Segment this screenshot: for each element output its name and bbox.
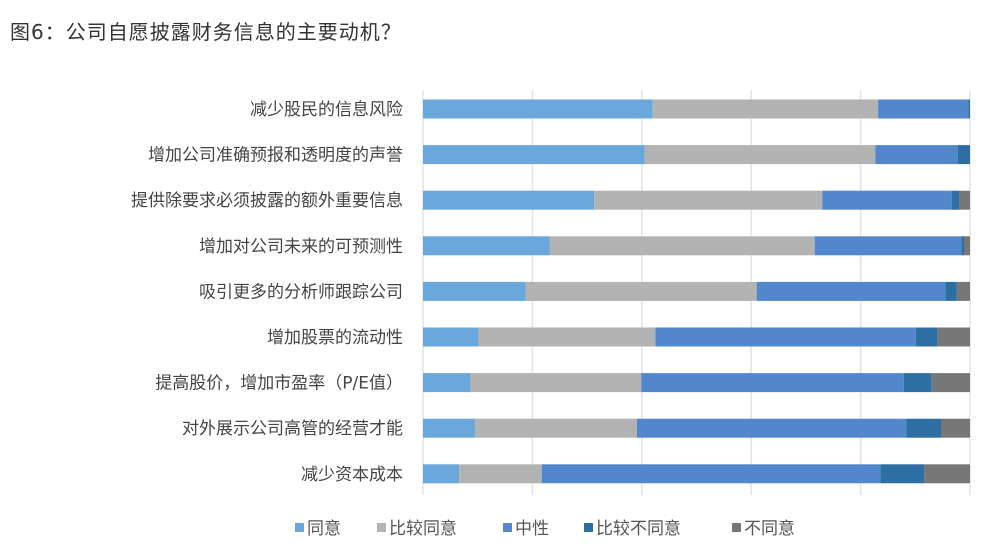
- bar-segment-2: [822, 190, 952, 210]
- bar-segment-0: [423, 281, 526, 301]
- bar-segment-3: [906, 418, 942, 438]
- bar-segment-1: [549, 236, 815, 256]
- bar-segment-0: [423, 418, 475, 438]
- category-label: 提高股价，增加市盈率（P/E值）: [155, 374, 403, 394]
- bar-segment-0: [423, 145, 645, 165]
- bar-segment-1: [652, 99, 879, 119]
- bar-segment-2: [878, 99, 969, 119]
- bar-segment-3: [957, 145, 970, 165]
- legend-swatch: [732, 523, 741, 532]
- bar-segment-0: [423, 236, 550, 256]
- legend-swatch: [584, 523, 593, 532]
- bar-segment-3: [903, 373, 932, 393]
- bar-segment-4: [941, 418, 970, 438]
- category-label: 对外展示公司高管的经营才能: [182, 419, 403, 439]
- legend-label: 比较不同意: [596, 519, 681, 539]
- bar-segment-1: [474, 418, 637, 438]
- bar-segment-2: [655, 327, 916, 347]
- legend-label: 同意: [307, 519, 341, 539]
- bar-segment-2: [875, 145, 958, 165]
- category-label: 增加公司准确预报和透明度的声誉: [148, 146, 403, 166]
- legend-label: 不同意: [744, 519, 795, 539]
- legend-swatch: [295, 523, 304, 532]
- bar-segment-3: [915, 327, 938, 347]
- bar-segment-0: [423, 373, 471, 393]
- bar-segment-3: [945, 281, 957, 301]
- bar-segment-4: [931, 373, 970, 393]
- legend-swatch: [503, 523, 512, 532]
- bar-segment-2: [636, 418, 907, 438]
- category-label: 减少资本成本: [301, 465, 403, 485]
- bar-segment-1: [644, 145, 876, 165]
- bar-segment-0: [423, 99, 653, 119]
- bar-segment-4: [956, 281, 970, 301]
- bar-segment-1: [594, 190, 823, 210]
- bar-segment-3: [880, 464, 925, 484]
- bar-segment-2: [756, 281, 946, 301]
- category-label: 增加股票的流动性: [267, 328, 403, 348]
- legend-label: 比较同意: [389, 519, 457, 539]
- bar-segment-4: [937, 327, 970, 347]
- bar-segment-0: [423, 327, 479, 347]
- bar-segment-4: [924, 464, 970, 484]
- category-label: 提供除要求必须披露的额外重要信息: [131, 191, 403, 211]
- bar-segment-0: [423, 190, 595, 210]
- legend-label: 中性: [515, 519, 549, 539]
- bar-segment-1: [525, 281, 757, 301]
- bar-segment-2: [814, 236, 962, 256]
- chart-title: 图6：公司自愿披露财务信息的主要动机？: [10, 20, 402, 44]
- bar-segment-0: [423, 464, 460, 484]
- category-label: 吸引更多的分析师跟踪公司: [199, 282, 403, 302]
- bar-segment-2: [541, 464, 881, 484]
- bar-segment-1: [470, 373, 642, 393]
- category-label: 减少股民的信息风险: [250, 100, 403, 120]
- bar-segment-4: [963, 236, 970, 256]
- bar-segment-1: [459, 464, 542, 484]
- legend-swatch: [377, 523, 386, 532]
- bar-segment-4: [959, 190, 970, 210]
- bar-segment-3: [951, 190, 960, 210]
- bar-segment-3: [961, 236, 964, 256]
- category-label: 增加对公司未来的可预测性: [199, 237, 403, 257]
- bar-segment-2: [641, 373, 904, 393]
- bar-segment-3: [968, 99, 970, 119]
- bar-segment-1: [478, 327, 656, 347]
